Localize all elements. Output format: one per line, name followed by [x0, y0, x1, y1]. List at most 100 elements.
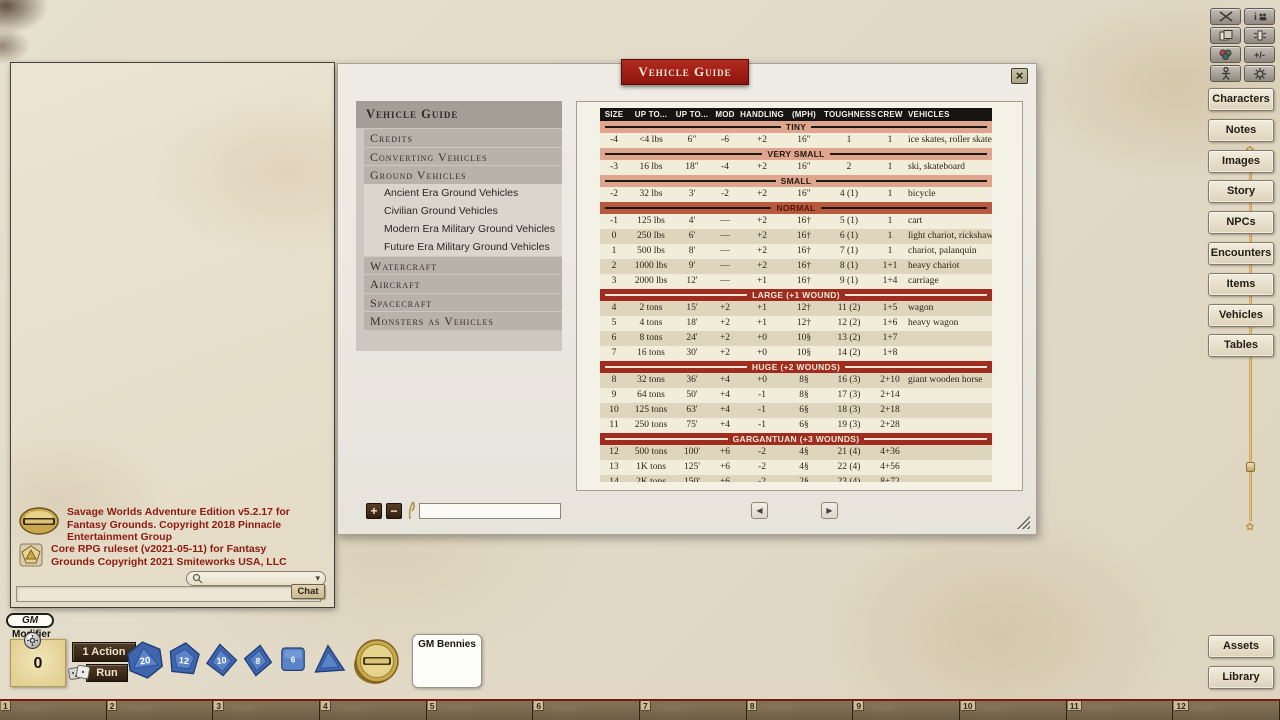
table-row: 10 125 tons 63' +4 -1 6§ 18 (3) 2+18: [600, 403, 992, 418]
nav-item-credits[interactable]: Credits: [364, 128, 562, 147]
sidebar-button-assets[interactable]: Assets: [1208, 635, 1274, 658]
hotkey-slot-2[interactable]: 2: [106, 701, 214, 720]
nav-item-vehicle-guide[interactable]: Vehicle Guide: [356, 101, 562, 128]
table-cell: [906, 445, 992, 460]
action-button[interactable]: 1 Action: [72, 642, 136, 662]
sidebar-button-items[interactable]: Items: [1208, 272, 1274, 296]
table-cell: +6: [719, 462, 731, 472]
sidebar-button-notes[interactable]: Notes: [1208, 118, 1274, 142]
nav-item-ground-vehicles[interactable]: Ground Vehicles: [364, 165, 562, 184]
modifier-box[interactable]: 0: [10, 639, 66, 687]
sidebar-button-story[interactable]: Story: [1208, 180, 1274, 204]
scrollbar-handle[interactable]: [1246, 462, 1255, 472]
gm-identity-button[interactable]: GM: [6, 613, 54, 628]
token-stack-icon[interactable]: [1210, 46, 1241, 63]
nav-item-aircraft[interactable]: Aircraft: [364, 274, 562, 293]
sidebar-button-vehicles[interactable]: Vehicles: [1208, 303, 1274, 327]
chat-input[interactable]: [16, 586, 321, 602]
hotkey-slot-number: 8: [747, 701, 758, 711]
column-header: SIZE: [604, 110, 624, 119]
sidebar-button-characters[interactable]: Characters: [1208, 88, 1274, 111]
hotkey-slot-10[interactable]: 10: [960, 701, 1067, 720]
table-cell: 2: [611, 261, 617, 271]
d8-die[interactable]: 8: [241, 642, 275, 684]
sidebar-button-npcs[interactable]: NPCs: [1208, 211, 1274, 235]
table-cell: +0: [756, 348, 768, 358]
table-cell: 16†: [796, 216, 812, 226]
nav-item-ancient-era-ground-vehicles[interactable]: Ancient Era Ground Vehicles: [364, 183, 562, 202]
table-cell: bicycle: [908, 189, 936, 199]
table-cell: 16 (3): [837, 375, 861, 385]
column-header: VEHICLES: [908, 110, 950, 119]
add-button[interactable]: +: [366, 503, 382, 519]
hotkey-slot-4[interactable]: 4: [320, 701, 427, 720]
sidebar-button-library[interactable]: Library: [1208, 666, 1274, 689]
nav-item-spacecraft[interactable]: Spacecraft: [364, 292, 562, 311]
benny-coin[interactable]: [352, 637, 402, 687]
hotkey-slot-12[interactable]: 12: [1173, 701, 1280, 720]
nav-item-modern-era-military-ground-vehicles[interactable]: Modern Era Military Ground Vehicles: [364, 219, 562, 238]
filter-input[interactable]: [419, 503, 561, 519]
sidebar-button-encounters[interactable]: Encounters: [1208, 242, 1274, 265]
gear-icon[interactable]: [24, 632, 41, 649]
hotkey-slot-1[interactable]: 1: [0, 701, 107, 720]
table-row: 9 64 tons 50' +4 -1 8§ 17 (3) 2+14: [600, 388, 992, 403]
lantern-icon[interactable]: [1244, 27, 1275, 44]
d20-die[interactable]: 20: [126, 640, 164, 685]
chat-tab[interactable]: Chat: [291, 584, 325, 599]
hotkey-slot-6[interactable]: 6: [533, 701, 641, 720]
hotkey-slot-number: 11: [1067, 701, 1082, 711]
nav-item-converting-vehicles[interactable]: Converting Vehicles: [364, 146, 562, 165]
info-group-icon[interactable]: i: [1244, 8, 1275, 25]
gear-icon[interactable]: [1244, 65, 1275, 82]
chat-window: Savage Worlds Adventure Edition v5.2.17 …: [10, 62, 335, 608]
hotkey-slot-7[interactable]: 7: [640, 701, 747, 720]
remove-button[interactable]: −: [386, 503, 402, 519]
chat-speaker-dropdown[interactable]: ▾: [186, 571, 326, 586]
table-cell: 11 (2): [837, 303, 861, 313]
table-cell: [906, 331, 992, 346]
table-cell: 2+14: [880, 390, 900, 400]
hotkey-slot-5[interactable]: 5: [426, 701, 534, 720]
window-title[interactable]: Vehicle Guide: [621, 59, 749, 85]
d6-die[interactable]: 6: [277, 643, 309, 682]
vehicle-size-table: SIZE UP TO... UP TO... MOD HANDLING (MPH) TOUG…: [600, 108, 992, 482]
table-cell: 1+8: [882, 348, 898, 358]
nav-item-civilian-ground-vehicles[interactable]: Civilian Ground Vehicles: [364, 201, 562, 220]
d12-die[interactable]: 12: [166, 641, 202, 684]
table-cell: 16": [797, 135, 811, 145]
run-button[interactable]: Run: [86, 664, 128, 682]
figure-icon[interactable]: [1210, 65, 1241, 82]
resize-grip[interactable]: [1016, 515, 1030, 529]
sidebar-button-tables[interactable]: Tables: [1208, 334, 1274, 358]
table-cell: 13: [609, 462, 619, 472]
table-cell: 32 lbs: [639, 189, 663, 199]
cards-icon[interactable]: [1210, 27, 1241, 44]
dice-roll-icon[interactable]: [66, 658, 92, 684]
table-row: 5 4 tons 18' +2 +1 12† 12 (2) 1+6 heavy wagon: [600, 316, 992, 331]
table-cell: 1+4: [882, 276, 898, 286]
table-cell: +2: [756, 246, 768, 256]
d4-die[interactable]: [311, 643, 347, 682]
sidebar-button-images[interactable]: Images: [1208, 149, 1274, 173]
close-icon[interactable]: ×: [1011, 68, 1028, 84]
prev-page-button[interactable]: ◀: [751, 502, 768, 519]
next-page-button[interactable]: ▶: [821, 502, 838, 519]
table-row: 8 32 tons 36' +4 +0 8§ 16 (3) 2+10 giant wooden …: [600, 373, 992, 388]
nav-item-monsters-as-vehicles[interactable]: Monsters as Vehicles: [364, 311, 562, 330]
hotkey-slot-3[interactable]: 3: [213, 701, 321, 720]
nav-item-watercraft[interactable]: Watercraft: [364, 255, 562, 274]
hotkey-slot-11[interactable]: 11: [1066, 701, 1174, 720]
table-row: 6 8 tons 24' +2 +0 10§ 13 (2) 1+7: [600, 331, 992, 346]
table-cell: +4: [719, 375, 731, 385]
nav-item-future-era-military-ground-vehicles[interactable]: Future Era Military Ground Vehicles: [364, 237, 562, 256]
hotkey-slot-8[interactable]: 8: [746, 701, 854, 720]
plus-minus-icon[interactable]: +/-: [1244, 46, 1275, 63]
table-cell: 30': [686, 348, 698, 358]
hotkey-slot-9[interactable]: 9: [853, 701, 961, 720]
crossed-swords-icon[interactable]: [1210, 8, 1241, 25]
d10-die[interactable]: 10: [204, 641, 239, 684]
table-cell: 4': [688, 216, 696, 226]
gm-bennies-panel[interactable]: GM Bennies: [412, 634, 482, 688]
table-cell: 11: [609, 420, 619, 430]
